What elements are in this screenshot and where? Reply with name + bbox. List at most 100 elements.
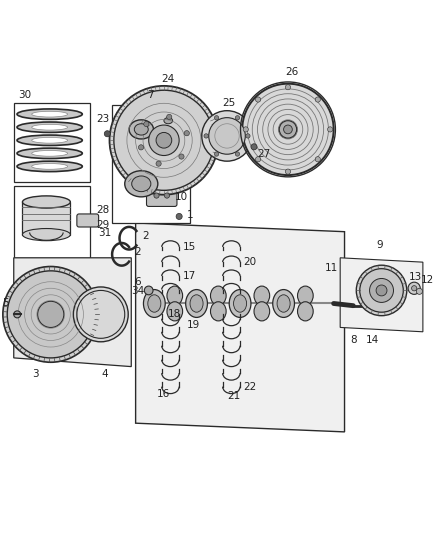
Ellipse shape — [114, 90, 214, 190]
Circle shape — [184, 131, 189, 136]
Bar — [14, 186, 90, 258]
Text: 7: 7 — [148, 90, 154, 100]
Text: 27: 27 — [258, 149, 271, 159]
Ellipse shape — [144, 289, 165, 318]
Text: 25: 25 — [223, 98, 236, 108]
Text: 6: 6 — [134, 277, 141, 287]
Circle shape — [156, 161, 161, 166]
Text: 3: 3 — [32, 369, 39, 379]
Text: 22: 22 — [244, 382, 257, 392]
Circle shape — [179, 154, 184, 159]
Text: 31: 31 — [99, 228, 112, 238]
Text: 11: 11 — [325, 263, 338, 273]
Ellipse shape — [190, 295, 203, 312]
Bar — [112, 106, 190, 223]
Ellipse shape — [209, 118, 245, 154]
Circle shape — [166, 114, 172, 119]
Ellipse shape — [277, 295, 290, 312]
Circle shape — [164, 193, 170, 198]
Text: 2: 2 — [142, 231, 149, 241]
Text: 15: 15 — [183, 242, 196, 252]
Ellipse shape — [17, 109, 82, 119]
Ellipse shape — [164, 118, 173, 124]
Circle shape — [417, 288, 422, 294]
Text: 20: 20 — [244, 257, 257, 267]
Text: 16: 16 — [157, 390, 170, 399]
Circle shape — [176, 213, 182, 220]
Ellipse shape — [167, 286, 183, 305]
Ellipse shape — [32, 150, 67, 156]
Polygon shape — [14, 258, 131, 367]
Text: 12: 12 — [421, 274, 434, 285]
Ellipse shape — [32, 138, 67, 143]
Ellipse shape — [134, 124, 148, 135]
Ellipse shape — [17, 161, 82, 172]
Ellipse shape — [229, 289, 251, 318]
FancyBboxPatch shape — [146, 187, 177, 206]
Ellipse shape — [360, 269, 403, 312]
Text: 14: 14 — [366, 335, 379, 345]
Ellipse shape — [7, 271, 94, 358]
Ellipse shape — [38, 301, 64, 327]
Ellipse shape — [156, 132, 172, 148]
Circle shape — [255, 97, 261, 102]
Ellipse shape — [376, 285, 387, 296]
Ellipse shape — [22, 196, 71, 208]
Ellipse shape — [22, 229, 71, 241]
Text: 18: 18 — [168, 309, 181, 319]
Ellipse shape — [370, 278, 393, 302]
Bar — [22, 202, 71, 235]
Ellipse shape — [125, 171, 158, 197]
Ellipse shape — [283, 125, 292, 134]
Ellipse shape — [3, 266, 99, 362]
Ellipse shape — [273, 289, 294, 318]
Ellipse shape — [356, 265, 407, 316]
Circle shape — [246, 134, 250, 138]
Circle shape — [408, 282, 420, 294]
Circle shape — [412, 286, 417, 291]
Text: 2: 2 — [135, 247, 141, 257]
Ellipse shape — [202, 111, 252, 161]
Ellipse shape — [254, 302, 270, 321]
Text: 19: 19 — [187, 320, 200, 330]
Polygon shape — [340, 258, 423, 332]
Bar — [14, 103, 90, 182]
Ellipse shape — [32, 111, 67, 117]
Text: 23: 23 — [96, 115, 110, 124]
Ellipse shape — [233, 295, 247, 312]
Text: 5: 5 — [3, 298, 9, 309]
Circle shape — [204, 134, 208, 138]
Ellipse shape — [242, 84, 334, 175]
Ellipse shape — [211, 302, 226, 321]
Circle shape — [251, 144, 257, 150]
Ellipse shape — [254, 286, 270, 305]
FancyBboxPatch shape — [77, 214, 99, 227]
Ellipse shape — [148, 125, 179, 156]
Text: 1: 1 — [187, 210, 193, 220]
Text: 30: 30 — [18, 91, 31, 100]
Text: 26: 26 — [286, 67, 299, 77]
Circle shape — [315, 97, 321, 102]
Circle shape — [14, 311, 21, 318]
Ellipse shape — [132, 176, 151, 192]
Ellipse shape — [32, 124, 67, 130]
Ellipse shape — [74, 287, 128, 342]
Circle shape — [328, 127, 333, 132]
Text: 4: 4 — [102, 369, 109, 379]
Ellipse shape — [17, 148, 82, 158]
Text: 28: 28 — [96, 205, 110, 215]
Circle shape — [235, 152, 240, 156]
Ellipse shape — [32, 164, 67, 169]
Circle shape — [243, 127, 248, 132]
Circle shape — [315, 157, 321, 162]
Text: 17: 17 — [183, 271, 196, 281]
Ellipse shape — [110, 86, 218, 195]
Ellipse shape — [148, 295, 161, 312]
Ellipse shape — [297, 302, 313, 321]
Text: 10: 10 — [175, 192, 188, 202]
Text: 9: 9 — [376, 240, 383, 250]
Circle shape — [214, 152, 219, 156]
Ellipse shape — [129, 120, 153, 139]
Text: 13: 13 — [408, 271, 422, 281]
Ellipse shape — [297, 286, 313, 305]
